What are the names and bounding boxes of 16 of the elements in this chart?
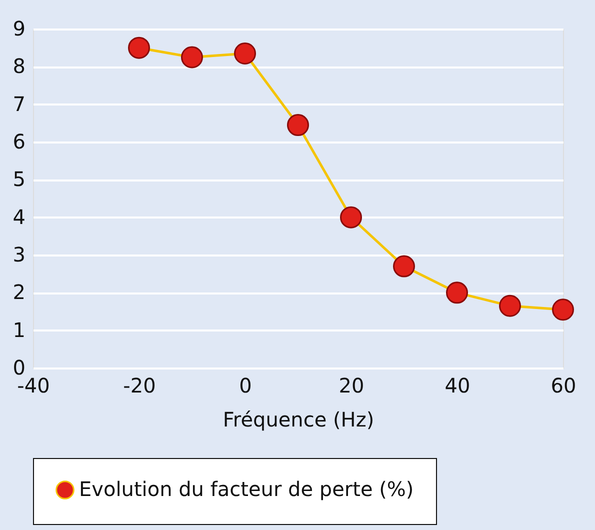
x-tick-label: 40 xyxy=(444,374,470,398)
y-tick-label: 5 xyxy=(12,167,26,192)
y-tick-label: 9 xyxy=(12,16,26,40)
y-tick-label: 2 xyxy=(12,280,26,304)
x-tick-label: 0 xyxy=(239,374,252,398)
y-tick-label: 3 xyxy=(12,242,26,266)
x-tick-label: -20 xyxy=(123,374,156,398)
y-tick-label: 4 xyxy=(12,204,26,229)
y-tick-label: 7 xyxy=(12,92,26,116)
legend-label: Evolution du facteur de perte (%) xyxy=(79,477,414,501)
x-axis-title: Fréquence (Hz) xyxy=(222,408,374,432)
y-tick-label: 8 xyxy=(12,54,26,78)
y-tick-label: 1 xyxy=(12,318,26,342)
x-tick-label: 20 xyxy=(338,374,364,398)
x-tick-label: 60 xyxy=(550,374,576,398)
y-tick-label: 6 xyxy=(12,130,26,154)
